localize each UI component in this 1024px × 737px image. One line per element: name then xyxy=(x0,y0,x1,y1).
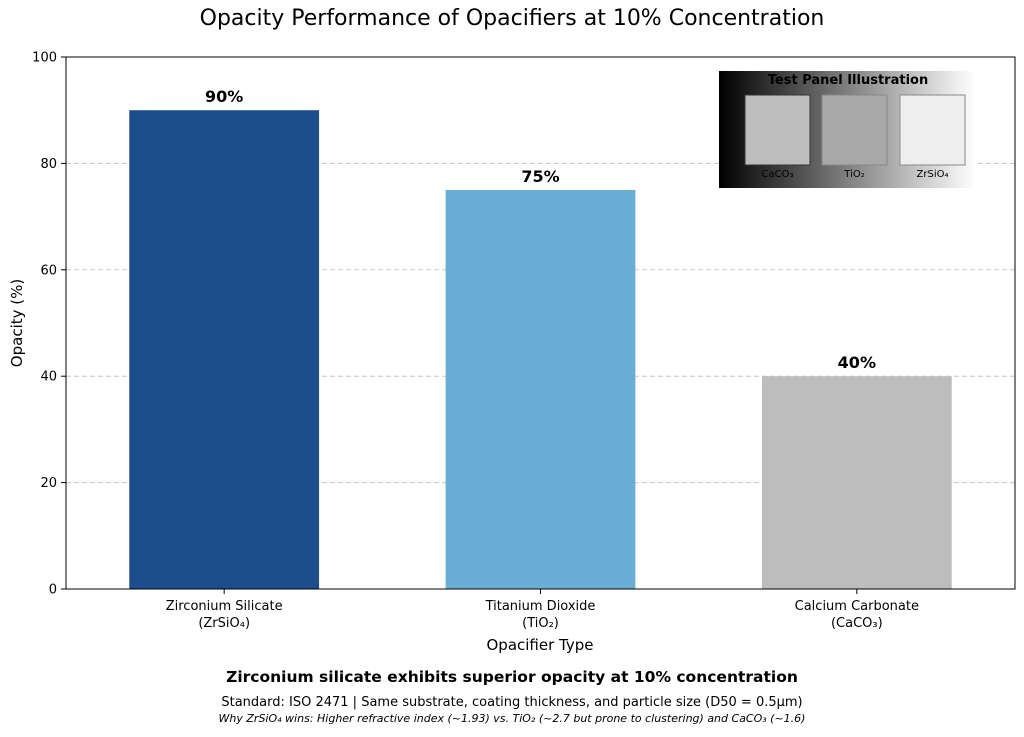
inset-title: Test Panel Illustration xyxy=(768,73,928,88)
y-tick-label: 80 xyxy=(40,157,57,172)
x-tick-label-formula: (ZrSiO₄) xyxy=(198,616,250,631)
caption-main: Zirconium silicate exhibits superior opa… xyxy=(226,668,798,686)
x-tick-label-formula: (CaCO₃) xyxy=(831,616,883,631)
x-tick-label: Zirconium Silicate xyxy=(166,599,283,614)
test-panel-inset: Test Panel Illustration CaCO₃ TiO₂ ZrSiO₄ xyxy=(719,71,975,188)
inset-panel-swatch xyxy=(899,94,966,166)
inset-panel-swatch xyxy=(744,94,811,166)
y-tick-label: 20 xyxy=(40,476,57,491)
y-axis-label: Opacity (%) xyxy=(8,279,26,367)
inset-panel-label: TiO₂ xyxy=(843,169,864,180)
y-tick-label: 100 xyxy=(32,51,57,66)
inset-panel-swatch xyxy=(821,94,888,166)
x-tick-label-formula: (TiO₂) xyxy=(522,616,559,631)
x-tick-label: Calcium Carbonate xyxy=(795,599,919,614)
bar xyxy=(445,190,636,589)
bar-value-label: 75% xyxy=(521,167,559,186)
y-tick-label: 60 xyxy=(40,263,57,278)
bar xyxy=(761,376,952,589)
x-tick-label: Titanium Dioxide xyxy=(485,599,596,614)
inset-panel-label: ZrSiO₄ xyxy=(917,169,949,180)
y-tick-label: 0 xyxy=(49,583,57,598)
bar-value-label: 40% xyxy=(838,353,876,372)
chart-title: Opacity Performance of Opacifiers at 10%… xyxy=(199,6,825,31)
y-tick-label: 40 xyxy=(40,370,57,385)
bar-value-label: 90% xyxy=(205,87,243,106)
caption-sub: Standard: ISO 2471 | Same substrate, coa… xyxy=(221,695,803,710)
x-axis-label: Opacifier Type xyxy=(487,636,594,654)
bar xyxy=(129,110,320,589)
inset-panel-label: CaCO₃ xyxy=(762,169,794,180)
caption-note: Why ZrSiO₄ wins: Higher refractive index… xyxy=(218,712,806,725)
